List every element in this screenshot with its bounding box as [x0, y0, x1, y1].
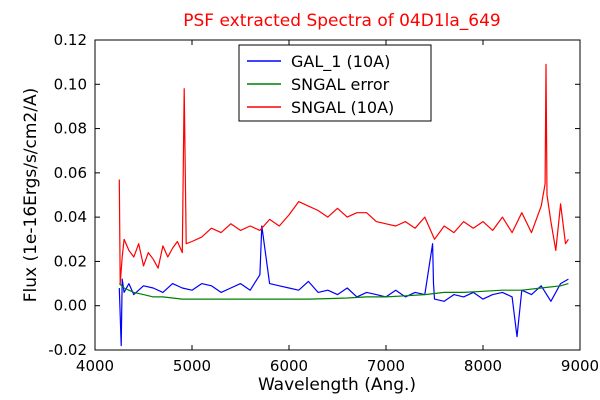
x-tick-label: 8000	[464, 357, 502, 375]
series-line-1	[118, 225, 569, 347]
legend: GAL_1 (10A) SNGAL error SNGAL (10A)	[238, 44, 432, 122]
series-line-2	[118, 283, 569, 300]
x-axis-label: Wavelength (Ang.)	[258, 375, 416, 395]
legend-label-2: SNGAL error	[291, 75, 390, 94]
y-axis-label: Flux (1e-16Ergs/s/cm2/A)	[21, 88, 41, 303]
y-tick-label: 0.02	[54, 252, 87, 270]
y-tick-label: 0.10	[54, 75, 87, 93]
chart-title: PSF extracted Spectra of 04D1la_649	[183, 11, 500, 31]
plot-frame	[94, 39, 581, 351]
y-tick-label: 0.12	[54, 31, 87, 49]
y-tick-label: -0.02	[48, 341, 87, 359]
y-tick-label: 0.00	[54, 297, 87, 315]
y-tick-label: 0.04	[54, 208, 87, 226]
y-tick-label: 0.08	[54, 120, 87, 138]
x-tick-label: 5000	[173, 357, 211, 375]
x-tick-label: 4000	[76, 357, 114, 375]
legend-label-1: GAL_1 (10A)	[291, 52, 390, 72]
series-line-3	[118, 63, 569, 285]
x-tick-label: 9000	[561, 357, 599, 375]
x-tick-label: 7000	[367, 357, 405, 375]
legend-label-3: SNGAL (10A)	[291, 98, 394, 117]
x-tick-label: 6000	[270, 357, 308, 375]
y-tick-label: 0.06	[54, 164, 87, 182]
legend-box	[238, 44, 432, 122]
